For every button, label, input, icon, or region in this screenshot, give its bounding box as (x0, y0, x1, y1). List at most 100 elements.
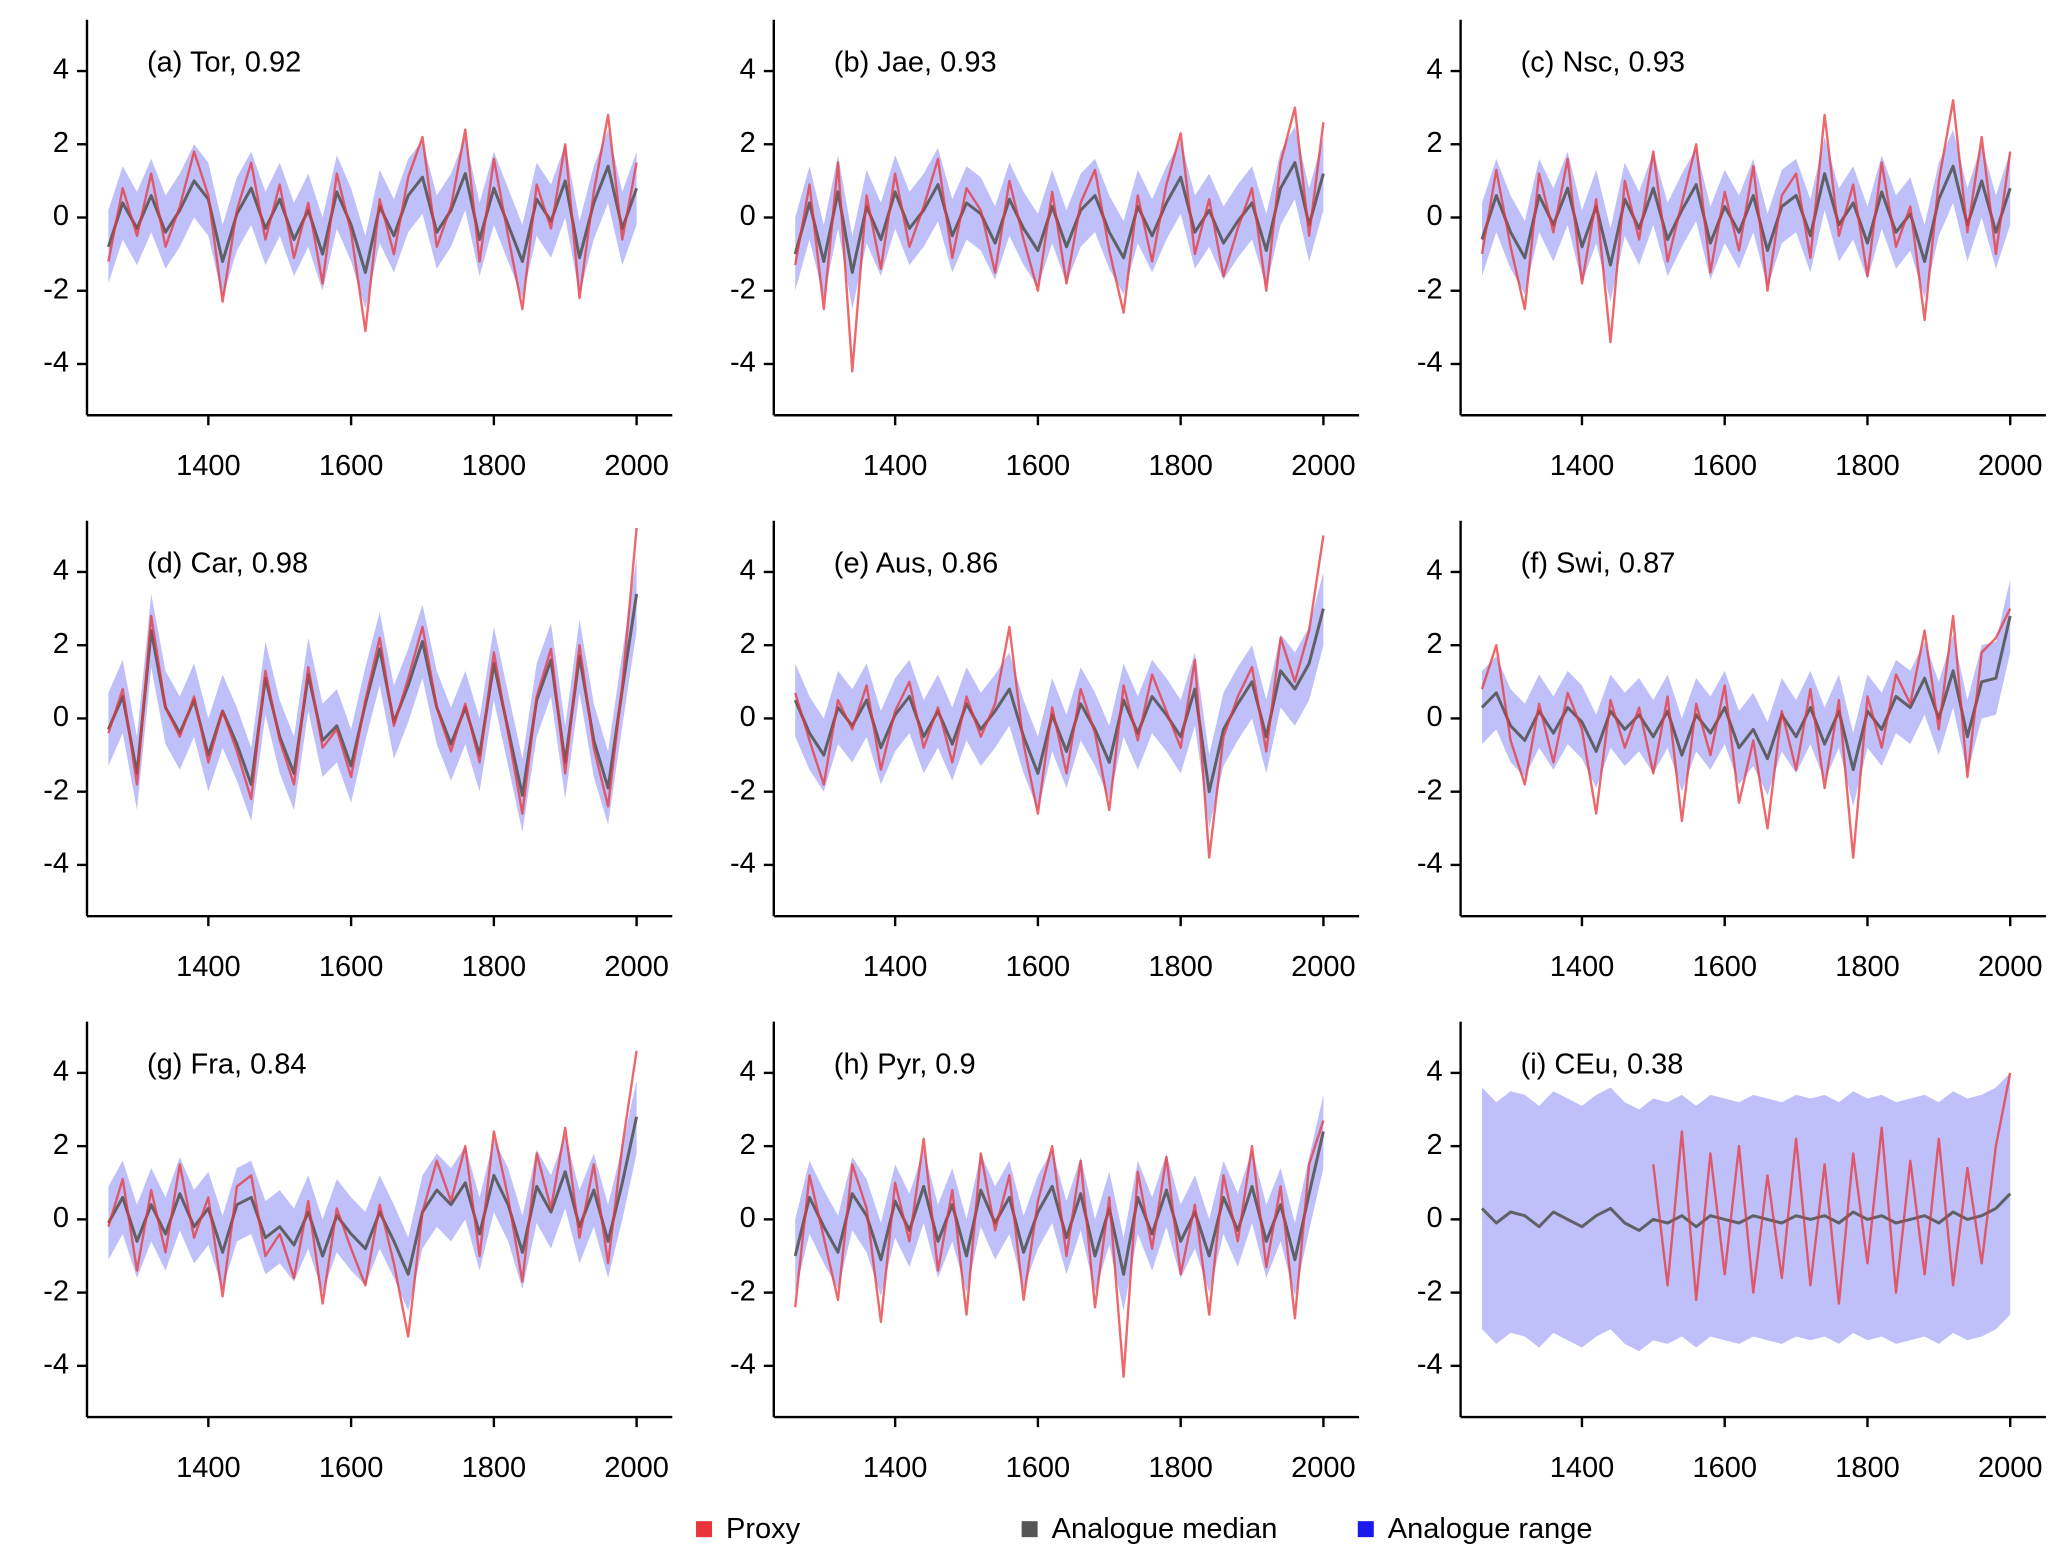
x-tick-label: 1400 (1550, 1452, 1615, 1484)
x-tick-label: 1400 (1550, 450, 1615, 482)
panel-title: (g) Fra, 0.84 (147, 1048, 307, 1080)
x-tick-label: 1600 (319, 1452, 384, 1484)
legend-swatch (1021, 1521, 1038, 1538)
y-tick-label: 0 (740, 701, 756, 733)
legend-swatch (1357, 1521, 1374, 1538)
y-tick-label: 2 (53, 1129, 69, 1161)
proxy-line (1480, 99, 2012, 344)
proxy-line (794, 1120, 1325, 1378)
y-tick-label: -2 (43, 774, 69, 806)
panel: -4 -2 0 2 4 1400 1600 1800 2000 (g) Fra, 0.84 (43, 1021, 673, 1484)
x-tick-label: 1600 (1692, 1452, 1757, 1484)
y-tick-label: 4 (740, 555, 756, 587)
x-tick-label: 1400 (176, 450, 241, 482)
y-tick-label: 0 (740, 1202, 756, 1234)
y-tick-label: 2 (1426, 628, 1442, 660)
x-tick-label: 1600 (319, 450, 384, 482)
x-tick-label: 1600 (1006, 450, 1071, 482)
x-tick-label: 1400 (176, 951, 241, 983)
x-tick-label: 1800 (1835, 450, 1900, 482)
legend-label: Proxy (726, 1513, 801, 1545)
legend-swatch (696, 1521, 713, 1538)
x-tick-label: 1400 (863, 450, 928, 482)
y-tick-label: 2 (53, 127, 69, 159)
y-tick-label: -2 (1417, 273, 1443, 305)
y-tick-label: 4 (53, 54, 69, 86)
x-tick-label: 2000 (1978, 450, 2043, 482)
x-tick-label: 1800 (462, 951, 527, 983)
x-tick-label: 1800 (1835, 1452, 1900, 1484)
panel-title: (h) Pyr, 0.9 (834, 1048, 976, 1080)
y-tick-label: -4 (1417, 347, 1443, 379)
y-tick-label: 0 (1426, 200, 1442, 232)
y-tick-label: 4 (740, 1056, 756, 1088)
x-tick-label: 2000 (604, 450, 669, 482)
y-tick-label: -4 (1417, 1348, 1443, 1380)
y-tick-label: -4 (1417, 848, 1443, 880)
panel: -4 -2 0 2 4 1400 1600 1800 2000 (a) Tor, 0.92 (43, 19, 673, 482)
panel-title: (f) Swi, 0.87 (1521, 547, 1676, 579)
y-tick-label: 0 (53, 200, 69, 232)
y-tick-label: -4 (43, 347, 69, 379)
y-tick-label: 0 (53, 701, 69, 733)
x-tick-label: 2000 (604, 1452, 669, 1484)
y-tick-label: -4 (730, 848, 756, 880)
x-tick-label: 1800 (462, 450, 527, 482)
y-tick-label: 2 (53, 628, 69, 660)
range-band (1482, 579, 2011, 807)
x-tick-label: 2000 (604, 951, 669, 983)
x-tick-label: 1400 (863, 1452, 928, 1484)
x-tick-label: 1600 (319, 951, 384, 983)
y-tick-label: -4 (730, 1348, 756, 1380)
y-tick-label: 2 (1426, 1129, 1442, 1161)
y-tick-label: 4 (1426, 1056, 1442, 1088)
x-tick-label: 2000 (1291, 951, 1356, 983)
x-tick-label: 2000 (1978, 951, 2043, 983)
x-tick-label: 2000 (1291, 450, 1356, 482)
y-tick-label: -2 (730, 1275, 756, 1307)
range-band (795, 125, 1324, 310)
panel: -4 -2 0 2 4 1400 1600 1800 2000 (i) CEu, 0.38 (1417, 1021, 2046, 1484)
panel-title: (e) Aus, 0.86 (834, 547, 998, 579)
proxy-line (1652, 1072, 2012, 1305)
y-tick-label: 4 (740, 54, 756, 86)
panel-title: (b) Jae, 0.93 (834, 46, 997, 78)
panel: -4 -2 0 2 4 1400 1600 1800 2000 (h) Pyr, 0.9 (730, 1021, 1360, 1484)
y-tick-label: -2 (730, 774, 756, 806)
x-tick-label: 1400 (176, 1452, 241, 1484)
x-tick-label: 1800 (1148, 951, 1213, 983)
median-line (107, 1116, 639, 1276)
legend-label: Analogue median (1052, 1513, 1278, 1545)
panel: -4 -2 0 2 4 1400 1600 1800 2000 (b) Jae, 0.93 (730, 19, 1360, 482)
y-tick-label: -2 (1417, 1275, 1443, 1307)
x-tick-label: 1600 (1006, 1452, 1071, 1484)
y-tick-label: 4 (53, 555, 69, 587)
y-tick-label: 2 (740, 127, 756, 159)
x-tick-label: 1800 (462, 1452, 527, 1484)
panel: -4 -2 0 2 4 1400 1600 1800 2000 (f) Swi, 0.87 (1417, 520, 2046, 983)
x-tick-label: 1800 (1148, 450, 1213, 482)
proxy-line (107, 113, 638, 333)
x-tick-label: 2000 (1978, 1452, 2043, 1484)
proxy-line (794, 535, 1325, 859)
y-tick-label: 0 (53, 1202, 69, 1234)
y-tick-label: 4 (1426, 54, 1442, 86)
y-tick-label: -2 (43, 273, 69, 305)
panel: -4 -2 0 2 4 1400 1600 1800 2000 (e) Aus, 0.86 (730, 520, 1360, 983)
x-tick-label: 1800 (1835, 951, 1900, 983)
panel-title: (d) Car, 0.98 (147, 547, 308, 579)
panel: -4 -2 0 2 4 1400 1600 1800 2000 (c) Nsc, 0.93 (1417, 19, 2046, 482)
proxy-line (107, 1050, 638, 1338)
median-line (1480, 615, 2012, 772)
panel-title: (i) CEu, 0.38 (1521, 1048, 1684, 1080)
y-tick-label: 4 (53, 1056, 69, 1088)
y-tick-label: -4 (43, 848, 69, 880)
median-line (793, 161, 1325, 274)
y-tick-label: 4 (1426, 555, 1442, 587)
y-tick-label: -2 (43, 1275, 69, 1307)
x-tick-label: 1400 (1550, 951, 1615, 983)
x-tick-label: 1600 (1006, 951, 1071, 983)
panel: -4 -2 0 2 4 1400 1600 1800 2000 (d) Car, 0.98 (43, 520, 673, 983)
